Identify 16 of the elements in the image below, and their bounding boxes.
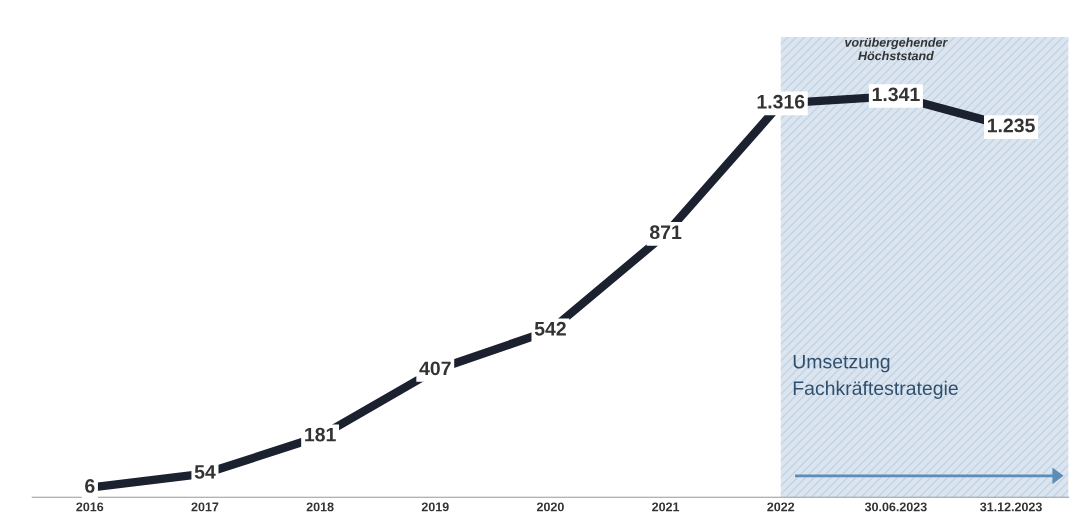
data-label: 6 [85,479,95,493]
x-tick-label: 2020 [536,502,564,512]
annotation: vorübergehender Höchststand [845,37,948,61]
x-tick-label: 2021 [652,502,680,512]
x-tick-label: 2016 [76,502,104,512]
x-tick-label: 31.12.2023 [980,502,1042,512]
x-tick-label: 2022 [767,502,795,512]
band-label: Umsetzung Fachkräftestrategie [793,354,958,399]
data-label: 1.316 [757,94,805,109]
data-label: 1.235 [987,118,1035,133]
data-label: 54 [194,465,216,479]
x-tick-label: 2019 [421,502,449,512]
data-label: 1.341 [872,87,920,102]
x-tick-label: 2017 [191,502,219,512]
x-tick-label: 30.06.2023 [864,502,927,512]
x-tick-label: 2018 [306,502,334,512]
